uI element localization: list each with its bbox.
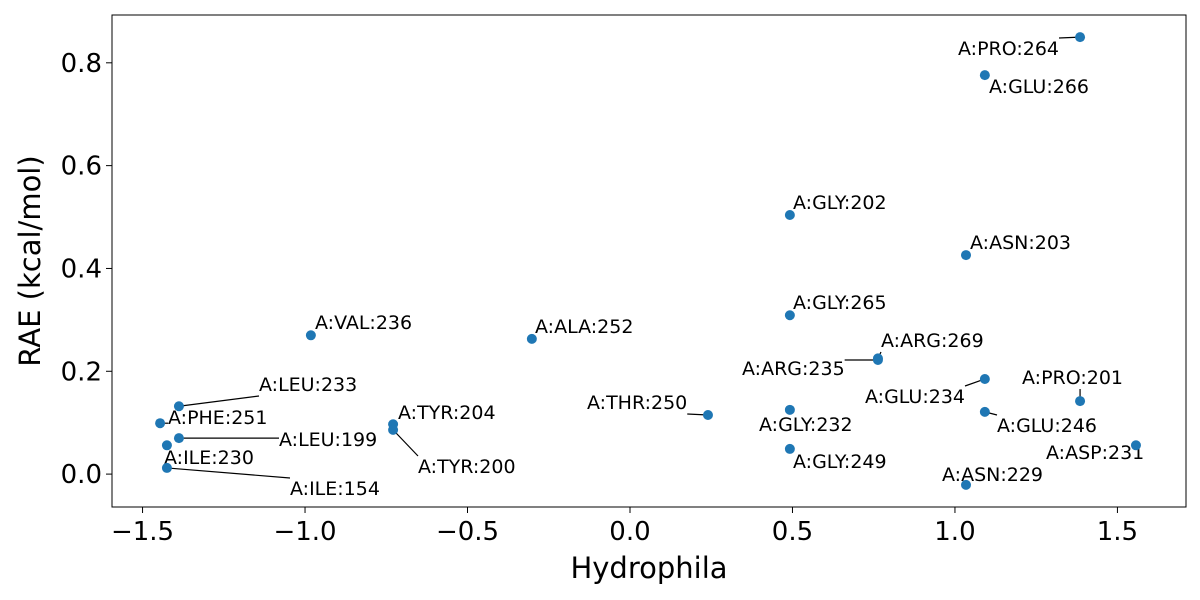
- x-tick-label: −1.5: [111, 517, 174, 547]
- point-label: A:GLY:202: [793, 192, 887, 214]
- point: [305, 330, 316, 341]
- point-label: A:ARG:235: [742, 358, 845, 380]
- point-label: A:ASP:231: [1046, 442, 1144, 464]
- x-tick-label: 0.0: [609, 517, 650, 547]
- x-axis-label: Hydrophila: [570, 551, 727, 585]
- point: [1130, 440, 1141, 451]
- point-label: A:LEU:233: [259, 374, 357, 396]
- point: [1075, 396, 1086, 407]
- point-label: A:VAL:236: [315, 312, 412, 334]
- point-label: A:ALA:252: [535, 316, 633, 338]
- point: [784, 209, 795, 220]
- point-label: A:ASN:229: [942, 464, 1043, 486]
- point-label: A:ILE:230: [164, 447, 254, 469]
- point-label: A:GLU:234: [865, 386, 965, 408]
- point-label: A:ASN:203: [970, 232, 1071, 254]
- point-label: A:PRO:201: [1022, 367, 1123, 389]
- leader-line: [392, 429, 419, 457]
- point-label: A:PRO:264: [958, 38, 1059, 60]
- point: [702, 409, 713, 420]
- point-label: A:GLY:232: [759, 414, 853, 436]
- plot-frame: [111, 14, 1187, 508]
- point-label: A:GLY:265: [793, 292, 887, 314]
- point: [155, 418, 166, 429]
- point: [784, 404, 795, 415]
- point: [388, 424, 399, 435]
- point: [872, 354, 883, 365]
- point: [979, 373, 990, 384]
- point-label: A:GLY:249: [793, 451, 887, 473]
- y-axis-label: RAE (kcal/mol): [13, 155, 47, 366]
- point: [979, 70, 990, 81]
- point-label: A:GLU:246: [997, 415, 1097, 437]
- y-tick-label: 0.0: [61, 460, 102, 490]
- point: [979, 406, 990, 417]
- x-tick-label: 1.5: [1097, 517, 1138, 547]
- point: [173, 433, 184, 444]
- point-label: A:TYR:200: [418, 456, 516, 478]
- point: [1075, 32, 1086, 43]
- point-label: A:TYR:204: [398, 402, 496, 424]
- x-tick-label: 0.5: [772, 517, 813, 547]
- point: [161, 462, 172, 473]
- y-tick-label: 0.6: [61, 152, 102, 182]
- x-tick-label: −0.5: [436, 517, 499, 547]
- point: [161, 440, 172, 451]
- y-tick-label: 0.2: [61, 357, 102, 387]
- point: [784, 443, 795, 454]
- leader-line: [166, 467, 291, 479]
- point: [173, 401, 184, 412]
- leader-line: [178, 395, 260, 407]
- point-label: A:PHE:251: [168, 407, 267, 429]
- x-tick-label: 1.0: [934, 517, 975, 547]
- point: [961, 250, 972, 261]
- point-label: A:ARG:269: [881, 330, 984, 352]
- point-label: A:ILE:154: [290, 478, 380, 500]
- point-label: A:LEU:199: [279, 429, 377, 451]
- y-tick-label: 0.4: [61, 254, 102, 284]
- point-label: A:THR:250: [587, 392, 687, 414]
- point: [961, 479, 972, 490]
- y-tick-label: 0.8: [61, 49, 102, 79]
- point-label: A:GLU:266: [989, 76, 1089, 98]
- x-tick-label: −1.0: [273, 517, 336, 547]
- point: [526, 333, 537, 344]
- point: [784, 310, 795, 321]
